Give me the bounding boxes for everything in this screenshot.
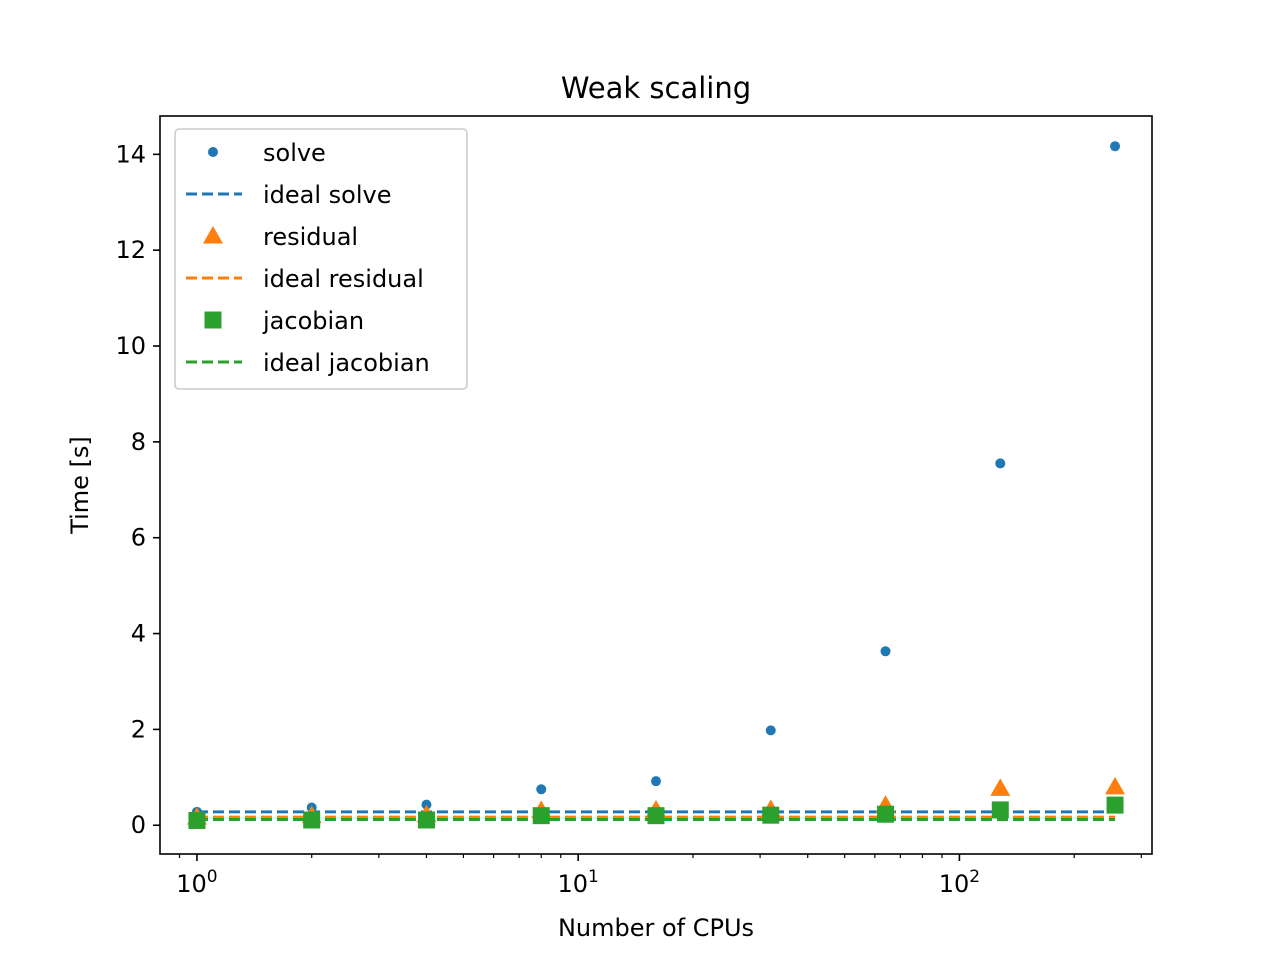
legend-box <box>174 128 468 390</box>
legend-label: ideal solve <box>263 181 392 209</box>
series-jacobian <box>188 796 1124 829</box>
x-axis-label: Number of CPUs <box>558 914 754 942</box>
point-jacobian <box>1106 796 1124 814</box>
legend-label: ideal residual <box>263 265 424 293</box>
point-solve <box>1110 141 1121 152</box>
y-tick-label: 14 <box>115 140 146 168</box>
point-solve <box>880 646 891 657</box>
x-tick-label: 101 <box>557 867 598 898</box>
legend-entry-jacobian: jacobian <box>204 307 364 335</box>
y-tick-label: 4 <box>131 620 146 648</box>
point-jacobian <box>762 806 780 824</box>
point-solve <box>536 784 547 795</box>
y-axis: 0 2 4 6 8 10 12 14 <box>115 140 160 839</box>
y-tick-label: 6 <box>131 524 146 552</box>
legend-marker-swatch <box>203 226 223 244</box>
legend-marker-swatch <box>208 147 218 157</box>
legend-label: ideal jacobian <box>263 349 430 377</box>
legend-label: residual <box>263 223 358 251</box>
point-solve <box>765 725 776 736</box>
legend-label: solve <box>263 139 326 167</box>
point-jacobian <box>991 801 1009 819</box>
point-jacobian <box>532 807 550 825</box>
legend: solve ideal solve residual ideal residual ja… <box>174 128 468 390</box>
y-tick-label: 12 <box>115 236 146 264</box>
legend-entry-solve: solve <box>208 139 326 167</box>
x-tick-label: 100 <box>176 867 217 898</box>
point-solve <box>421 799 432 810</box>
point-residual <box>1105 776 1126 795</box>
legend-entry-ideal-jacobian: ideal jacobian <box>186 349 430 377</box>
point-jacobian <box>647 807 665 825</box>
y-tick-label: 2 <box>131 715 146 743</box>
point-solve <box>651 776 661 787</box>
x-tick-label: 102 <box>939 867 980 898</box>
series-layer <box>186 141 1126 829</box>
legend-entry-ideal-residual: ideal residual <box>186 265 424 293</box>
y-tick-label: 0 <box>131 811 146 839</box>
y-axis-label: Time [s] <box>66 436 94 535</box>
point-solve <box>995 458 1006 469</box>
x-axis: 100 101 102 <box>176 854 1142 898</box>
legend-entry-residual: residual <box>203 223 358 251</box>
y-tick-label: 10 <box>115 332 146 360</box>
plot-frame <box>159 115 1153 855</box>
chart-title: Weak scaling <box>561 71 751 105</box>
legend-label: jacobian <box>262 307 364 335</box>
legend-marker-swatch <box>204 311 222 329</box>
legend-entry-ideal-solve: ideal solve <box>186 181 392 209</box>
point-residual <box>990 778 1011 796</box>
y-tick-label: 8 <box>131 428 146 456</box>
